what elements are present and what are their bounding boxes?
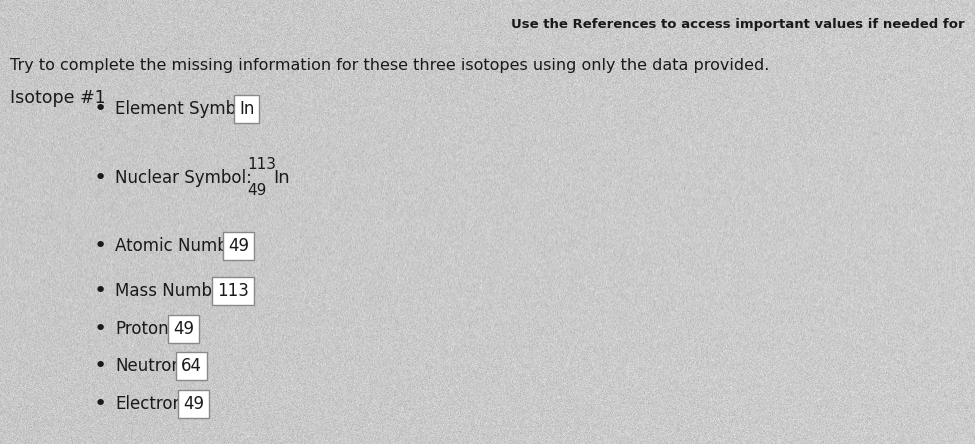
Text: •: • — [94, 318, 106, 339]
Text: Element Symbol: Element Symbol — [115, 100, 251, 118]
Text: •: • — [94, 394, 106, 414]
Text: 113: 113 — [217, 282, 249, 300]
Text: •: • — [94, 99, 106, 119]
Text: •: • — [94, 356, 106, 377]
Text: Mass Number: Mass Number — [115, 282, 229, 300]
Text: Isotope #1: Isotope #1 — [10, 89, 105, 107]
Text: 49: 49 — [173, 320, 194, 337]
Text: 49: 49 — [228, 238, 249, 255]
Text: Protons: Protons — [115, 320, 177, 337]
Text: 49: 49 — [247, 183, 266, 198]
Text: Electrons: Electrons — [115, 395, 192, 413]
Text: Neutrons: Neutrons — [115, 357, 191, 375]
Text: 64: 64 — [181, 357, 202, 375]
Text: Nuclear Symbol:: Nuclear Symbol: — [115, 169, 252, 186]
Text: In: In — [273, 169, 290, 186]
Text: Try to complete the missing information for these three isotopes using only the : Try to complete the missing information … — [10, 58, 769, 73]
Text: •: • — [94, 281, 106, 301]
Text: 49: 49 — [183, 395, 204, 413]
Text: Use the References to access important values if needed for: Use the References to access important v… — [511, 18, 965, 31]
Text: •: • — [94, 236, 106, 257]
Text: Atomic Number: Atomic Number — [115, 238, 245, 255]
Text: 113: 113 — [247, 157, 276, 172]
Text: In: In — [239, 100, 254, 118]
Text: •: • — [94, 167, 106, 188]
